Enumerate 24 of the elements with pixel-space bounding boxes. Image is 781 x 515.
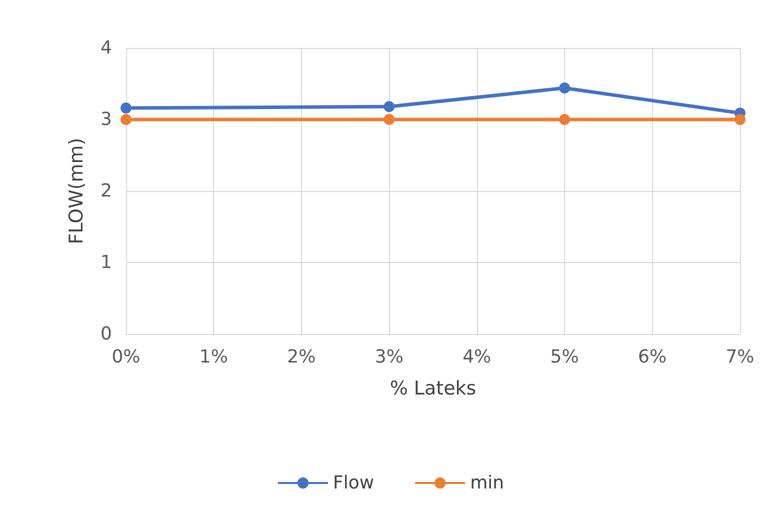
x-axis-title: % Lateks [390,378,476,400]
x-tick-label: 5% [550,346,579,368]
x-tick-label: 4% [462,346,492,368]
point [384,101,395,112]
x-tick-label: 3% [374,346,404,368]
x-tick-label: 0% [112,346,140,368]
point [120,114,132,125]
x-tick-label: 2% [287,346,316,368]
legend-label: Flow [332,472,374,494]
x-tick-label: 7% [726,346,754,368]
y-tick-label: 3 [100,109,112,130]
x-tick-label: 6% [638,346,667,368]
y-axis-title: FLOW(mm) [66,138,88,244]
legend-label: min [470,472,504,494]
point [120,102,132,114]
point [559,82,570,94]
x-tick-label: 1% [199,346,228,368]
y-tick-label: 2 [100,180,112,202]
point [559,114,570,125]
point [384,114,395,125]
point [734,114,746,125]
y-tick-label: 0 [100,324,112,344]
y-tick-label: 4 [100,38,112,58]
y-tick-label: 1 [100,252,112,273]
